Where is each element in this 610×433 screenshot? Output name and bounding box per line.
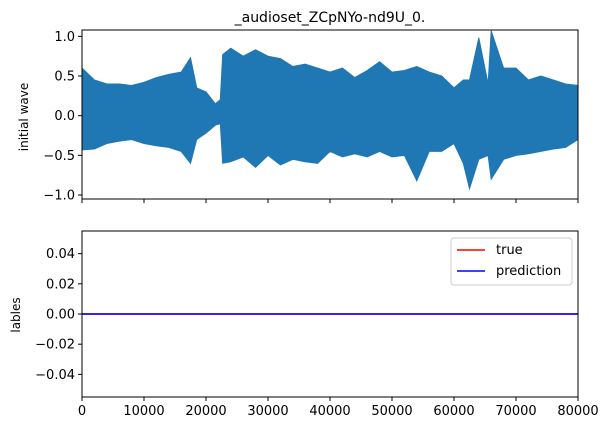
y-tick-label-top: −0.5 (43, 149, 75, 164)
y-tick-label-top: 1.0 (54, 30, 75, 45)
labels-plot: lables −0.04 −0.02 0.00 0.02 0.04 0 10000 20000… (9, 230, 599, 419)
y-tick-label-bottom: −0.04 (35, 368, 75, 383)
y-tick-label-bottom: −0.02 (35, 338, 75, 353)
y-tick-label-top: −1.0 (43, 189, 75, 204)
x-tick-label-bottom: 80000 (557, 404, 598, 419)
x-tick-label-bottom: 20000 (185, 404, 226, 419)
chart-title: _audioset_ZCpNYo-nd9U_0. (234, 10, 426, 26)
y-tick-label-top: 0.5 (54, 70, 75, 85)
x-tick-label-bottom: 0 (78, 404, 86, 419)
legend: true prediction (450, 237, 573, 286)
y-tick-label-top: 0.0 (54, 109, 75, 124)
legend-label-prediction: prediction (496, 264, 561, 279)
bottom-axis-ticks: −0.04 −0.02 0.00 0.02 0.04 0 10000 20000 30000 40… (35, 247, 599, 419)
y-axis-label-bottom: lables (9, 297, 23, 332)
waveform-series (81, 30, 579, 191)
waveform-line (81, 35, 579, 183)
top-axes-frame (81, 29, 579, 200)
x-tick-label-bottom: 40000 (309, 404, 350, 419)
x-tick-label-bottom: 60000 (433, 404, 474, 419)
y-tick-label-bottom: 0.04 (46, 247, 75, 262)
x-tick-label-bottom: 70000 (495, 404, 536, 419)
bottom-axes-frame (81, 230, 579, 398)
x-tick-label-bottom: 10000 (123, 404, 164, 419)
x-tick-label-bottom: 50000 (371, 404, 412, 419)
waveform-plot: _audioset_ZCpNYo-nd9U_0. initial wave −1… (17, 10, 579, 204)
y-tick-label-bottom: 0.02 (46, 277, 75, 292)
x-tick-label-bottom: 30000 (247, 404, 288, 419)
y-tick-label-bottom: 0.00 (46, 308, 75, 323)
y-axis-label-top: initial wave (17, 83, 31, 151)
legend-label-true: true (496, 243, 523, 258)
top-axis-ticks: −1.0 −0.5 0.0 0.5 1.0 (43, 30, 579, 204)
